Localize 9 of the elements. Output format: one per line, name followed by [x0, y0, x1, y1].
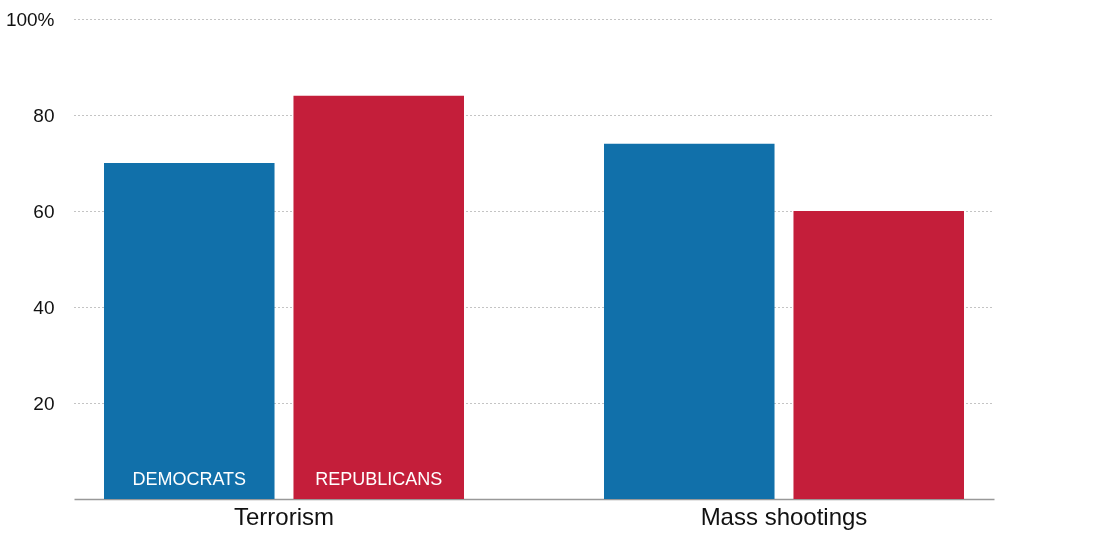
y-tick-label: 40: [33, 296, 55, 318]
y-tick-label: 80: [33, 104, 55, 126]
y-tick-label: 20: [33, 392, 55, 414]
x-tick-label: Terrorism: [234, 502, 334, 530]
y-tick-label: 60: [33, 200, 55, 222]
series-label: REPUBLICANS: [315, 469, 443, 489]
x-tick-label: Mass shootings: [700, 502, 868, 530]
series-label: DEMOCRATS: [132, 469, 247, 489]
y-tick-label: 100%: [5, 8, 55, 30]
